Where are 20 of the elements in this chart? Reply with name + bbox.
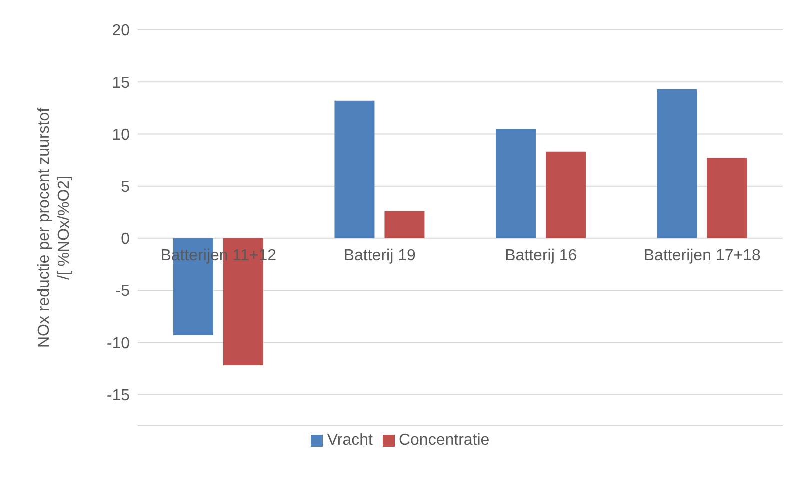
y-tick-label: -10 xyxy=(106,335,130,352)
y-axis-title: NOx reductie per procent zuurstof /[ %NOx/%O2] xyxy=(36,107,73,348)
bar xyxy=(707,158,748,238)
y-tick-label: 5 xyxy=(121,178,130,196)
y-tick-label: -5 xyxy=(116,283,130,300)
legend-label: Vracht xyxy=(327,432,373,449)
legend-label: Concentratie xyxy=(398,432,490,449)
bar xyxy=(384,211,425,238)
y-tick-label: 20 xyxy=(112,22,130,40)
bar xyxy=(496,129,536,238)
y-tick-label: 10 xyxy=(112,126,130,144)
x-tick-label: Batterij 19 xyxy=(344,247,416,264)
y-tick-label: 0 xyxy=(121,231,130,248)
y-tick-label: -15 xyxy=(106,387,130,404)
bar xyxy=(546,152,586,238)
x-tick-label: Batterijen 17+18 xyxy=(644,247,761,264)
y-tick-label: 15 xyxy=(112,74,130,92)
bar xyxy=(657,89,698,238)
x-tick-label: Batterij 16 xyxy=(505,247,578,264)
bar xyxy=(334,100,375,238)
